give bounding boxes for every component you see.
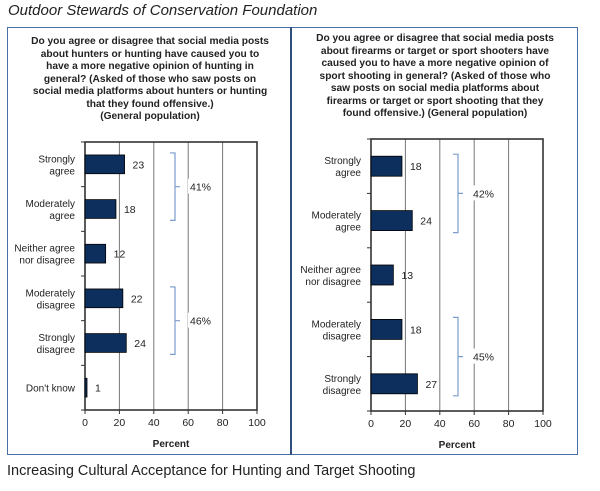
category-label: Neither agree — [300, 265, 361, 276]
left-chart-title: Do you agree or disagree that social med… — [12, 36, 288, 124]
category-label: Strongly — [38, 333, 75, 344]
category-label: nor disagree — [19, 256, 75, 267]
group-bracket — [453, 316, 463, 397]
chart-title-line: Do you agree or disagree that social med… — [31, 36, 269, 47]
category-label: agree — [49, 166, 75, 177]
chart-title-line: firearms or target or sport shooting tha… — [326, 95, 544, 107]
category-label: Moderately — [26, 288, 75, 299]
category-label: agree — [49, 211, 75, 222]
bar-value-label: 18 — [410, 324, 422, 336]
chart-title-line: sport shooting in general? (Asked of tho… — [319, 70, 551, 82]
bar — [84, 333, 127, 353]
category-label: agree — [335, 168, 361, 179]
x-tick-label: 80 — [217, 417, 229, 429]
x-axis-title: Percent — [153, 439, 190, 450]
chart-title-line: social media platforms about hunters or … — [32, 86, 268, 97]
chart-title-line: Do you agree or disagree that social med… — [316, 33, 554, 44]
right-chart-title: Do you agree or disagree that social med… — [294, 33, 576, 121]
panel-divider — [290, 27, 292, 455]
group-percent-label: 46% — [190, 316, 211, 328]
organization-title: Outdoor Stewards of Conservation Foundat… — [8, 2, 318, 19]
bar — [84, 243, 107, 264]
figure-caption: Increasing Cultural Acceptance for Hunti… — [7, 463, 416, 479]
x-tick-label: 40 — [434, 418, 446, 430]
chart-title-line: (General population) — [100, 111, 200, 122]
bar — [370, 264, 394, 286]
category-label: Moderately — [312, 319, 361, 330]
bar — [370, 210, 413, 232]
bar-value-label: 12 — [114, 249, 126, 261]
chart-title-line: found offensive.) (General population) — [342, 108, 528, 119]
bar-value-label: 24 — [134, 338, 146, 350]
category-label: disagree — [37, 345, 76, 356]
category-label: disagree — [323, 331, 362, 342]
category-label: Strongly — [38, 154, 75, 165]
category-label: Moderately — [26, 199, 75, 210]
x-tick-label: 100 — [534, 418, 552, 430]
chart-title-line: general? (Asked of those who saw posts o… — [43, 73, 257, 85]
bar — [84, 377, 88, 398]
x-tick-label: 60 — [468, 418, 480, 430]
bar-value-label: 18 — [124, 204, 136, 216]
plot-border — [370, 138, 544, 412]
group-label-background — [188, 178, 218, 194]
category-label: Don't know — [26, 384, 76, 395]
bar — [370, 373, 418, 395]
category-label: Moderately — [312, 211, 361, 222]
group-percent-label: 41% — [190, 182, 211, 194]
bar-value-label: 27 — [425, 379, 437, 391]
category-label: agree — [335, 223, 361, 234]
figure-frame — [7, 27, 578, 455]
chart-title-line: about firearms or target or sport shoote… — [320, 45, 550, 57]
x-tick-label: 20 — [114, 417, 126, 429]
bar-value-label: 18 — [410, 161, 422, 173]
x-axis-title: Percent — [439, 440, 476, 451]
category-label: Neither agree — [14, 244, 75, 255]
bar — [84, 199, 117, 219]
x-tick-label: 40 — [148, 417, 160, 429]
group-percent-label: 45% — [473, 352, 494, 364]
x-tick-label: 100 — [248, 417, 266, 429]
category-label: Strongly — [324, 374, 361, 385]
group-percent-label: 42% — [473, 188, 494, 200]
bar — [370, 318, 403, 340]
group-label-background — [471, 185, 501, 201]
category-label: disagree — [323, 386, 362, 397]
chart-title-line: have a more negative opinion of hunting … — [46, 61, 254, 72]
chart-title-line: caused you to have a more negative opini… — [321, 58, 549, 69]
bar-value-label: 23 — [133, 159, 145, 171]
x-tick-label: 80 — [503, 418, 515, 430]
bar-value-label: 1 — [95, 383, 101, 395]
chart-title-line: about hunters or hunting have caused you… — [40, 48, 260, 60]
chart-title-line: saw posts on social media platforms abou… — [330, 83, 540, 94]
group-bracket — [453, 153, 463, 234]
x-tick-label: 0 — [82, 417, 88, 429]
category-label: nor disagree — [305, 277, 361, 288]
group-bracket — [170, 152, 180, 221]
category-label: Strongly — [324, 156, 361, 167]
group-label-background — [188, 312, 218, 328]
group-bracket — [170, 286, 180, 355]
category-label: disagree — [37, 300, 76, 311]
x-tick-label: 60 — [182, 417, 194, 429]
bar-value-label: 24 — [420, 216, 432, 228]
bar — [370, 155, 403, 177]
x-tick-label: 20 — [400, 418, 412, 430]
group-label-background — [471, 348, 501, 364]
bar — [84, 154, 125, 175]
bar-value-label: 22 — [131, 293, 143, 305]
chart-title-line: that they found offensive.) — [86, 98, 214, 110]
bar — [84, 288, 124, 309]
x-tick-label: 0 — [368, 418, 374, 430]
bar-value-label: 13 — [401, 270, 413, 282]
